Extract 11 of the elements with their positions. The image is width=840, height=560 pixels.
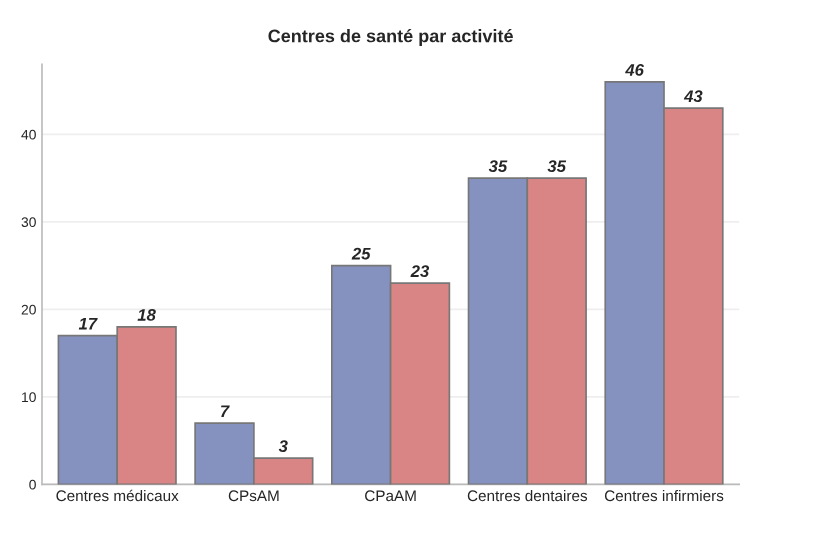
- data-label: 35: [488, 160, 508, 173]
- data-label: 17: [78, 317, 98, 330]
- chart-title: Centres de santé par activité: [268, 28, 513, 46]
- data-label: 3: [278, 440, 288, 453]
- data-label: 23: [410, 265, 430, 278]
- data-label: 46: [625, 64, 644, 76]
- data-label: 25: [351, 247, 371, 260]
- data-label: 35: [547, 160, 567, 173]
- data-label: 18: [137, 309, 156, 321]
- data-label: 43: [683, 90, 703, 103]
- data-label: 7: [221, 405, 230, 417]
